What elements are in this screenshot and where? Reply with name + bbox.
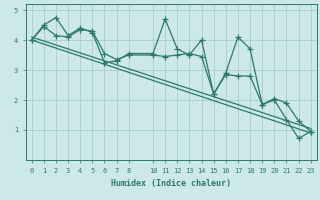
X-axis label: Humidex (Indice chaleur): Humidex (Indice chaleur) (111, 179, 231, 188)
